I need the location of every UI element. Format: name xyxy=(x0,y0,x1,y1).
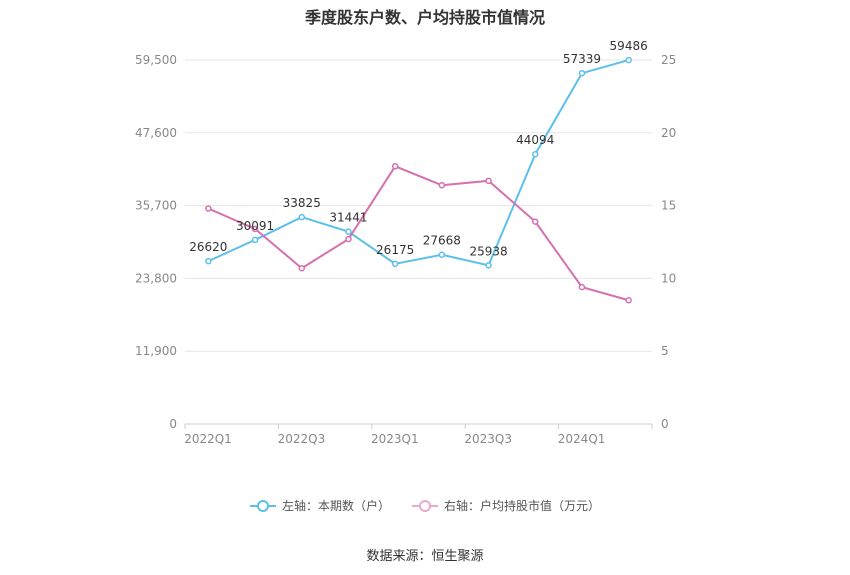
data-point-left xyxy=(438,251,446,258)
legend-item-right[interactable]: 右轴：户均持股市值（万元） xyxy=(412,497,600,514)
legend-left-line-icon xyxy=(249,499,276,513)
y-left-tick-label: 47,600 xyxy=(135,126,177,140)
data-point-right xyxy=(625,296,632,304)
x-tick-label: 2023Q1 xyxy=(371,432,419,446)
y-right-tick-label: 20 xyxy=(661,126,676,140)
x-tick-label: 2023Q3 xyxy=(464,432,512,446)
data-point-left xyxy=(251,236,259,244)
data-label: 26175 xyxy=(376,243,414,257)
legend: 左轴：本期数（户） 右轴：户均持股市值（万元） xyxy=(0,497,850,514)
data-point-left xyxy=(532,150,539,158)
y-right-tick-label: 15 xyxy=(661,199,676,213)
y-left-tick-label: 59,500 xyxy=(135,53,177,67)
legend-right-label: 右轴：户均持股市值（万元） xyxy=(444,499,601,513)
data-label: 25938 xyxy=(469,244,507,258)
data-point-right xyxy=(251,225,259,233)
data-label: 44094 xyxy=(516,133,554,147)
data-point-left xyxy=(485,262,492,269)
data-label: 57339 xyxy=(563,52,601,66)
data-label: 27668 xyxy=(423,234,461,248)
data-point-left xyxy=(625,56,632,64)
y-right-tick-label: 0 xyxy=(661,417,669,431)
x-tick-label: 2022Q1 xyxy=(184,432,232,446)
y-left-tick-label: 0 xyxy=(169,417,177,431)
y-left-tick-label: 11,900 xyxy=(135,344,177,358)
data-point-left xyxy=(578,69,586,77)
x-tick-label: 2024Q1 xyxy=(558,432,606,446)
data-point-right xyxy=(532,218,539,225)
data-label: 31441 xyxy=(329,211,367,225)
x-tick-label: 2022Q3 xyxy=(278,432,326,446)
data-point-right xyxy=(205,205,212,212)
data-label: 33825 xyxy=(283,196,321,210)
legend-right-line-icon xyxy=(412,499,438,513)
data-label: 30091 xyxy=(236,219,274,233)
legend-item-left[interactable]: 左轴：本期数（户） xyxy=(249,497,390,514)
data-point-left xyxy=(298,213,305,221)
data-label: 26620 xyxy=(189,240,227,254)
data-point-right xyxy=(578,283,586,291)
chart-title: 季度股东户数、户均持股市值情况 xyxy=(304,8,545,27)
data-source: 数据来源：恒生聚源 xyxy=(366,549,484,564)
legend-left-label: 左轴：本期数（户） xyxy=(281,499,390,513)
data-point-right xyxy=(345,235,352,243)
data-point-left xyxy=(345,228,352,235)
y-left-tick-label: 23,800 xyxy=(135,271,177,285)
data-point-right xyxy=(438,181,446,189)
data-point-right xyxy=(391,163,399,170)
y-right-tick-label: 10 xyxy=(661,271,676,285)
y-left-tick-label: 35,700 xyxy=(135,199,177,213)
y-right-tick-label: 25 xyxy=(661,53,676,67)
data-point-left xyxy=(391,260,399,268)
data-label: 59486 xyxy=(610,39,648,53)
series-line-right xyxy=(207,165,629,302)
y-right-tick-label: 5 xyxy=(661,344,669,358)
data-point-right xyxy=(298,264,305,272)
data-point-left xyxy=(205,257,212,265)
data-point-right xyxy=(485,177,492,185)
series-line-left xyxy=(207,59,629,267)
